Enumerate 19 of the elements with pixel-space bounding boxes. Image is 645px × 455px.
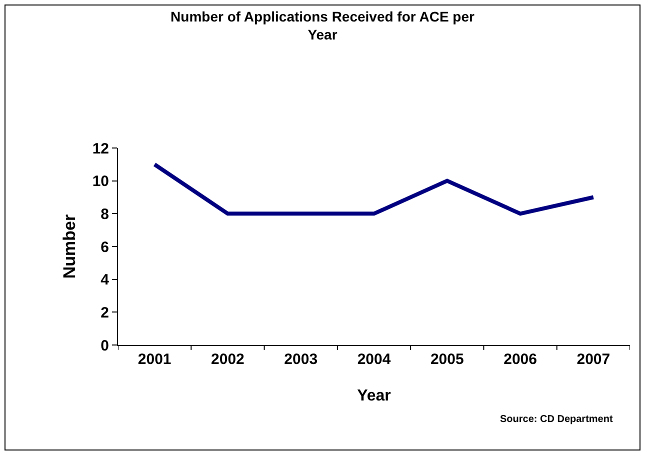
x-tick-label: 2005: [430, 351, 464, 368]
y-tick-label: 8: [100, 206, 109, 223]
source-note: Source: CD Department: [500, 414, 614, 425]
x-tick-label: 2006: [504, 351, 537, 368]
y-tick-label: 2: [100, 304, 109, 322]
chart-title: Number of Applications Received for ACE per Year: [170, 8, 476, 43]
y-tick-label: 10: [92, 173, 109, 190]
y-tick-label: 4: [100, 272, 110, 289]
x-axis-title: Year: [357, 388, 391, 405]
x-tick-label: 2003: [284, 351, 318, 368]
line-series: [152, 162, 596, 216]
y-axis-title: Number: [60, 214, 79, 279]
x-tick-label: 2001: [138, 351, 172, 368]
x-tick-label: 2002: [211, 351, 244, 368]
x-tick-label: 2007: [576, 351, 610, 368]
x-tick-label: 2004: [357, 351, 392, 368]
y-tick-label: 12: [92, 140, 109, 158]
y-tick-label: 6: [100, 238, 109, 256]
y-tick-label: 0: [100, 337, 109, 354]
